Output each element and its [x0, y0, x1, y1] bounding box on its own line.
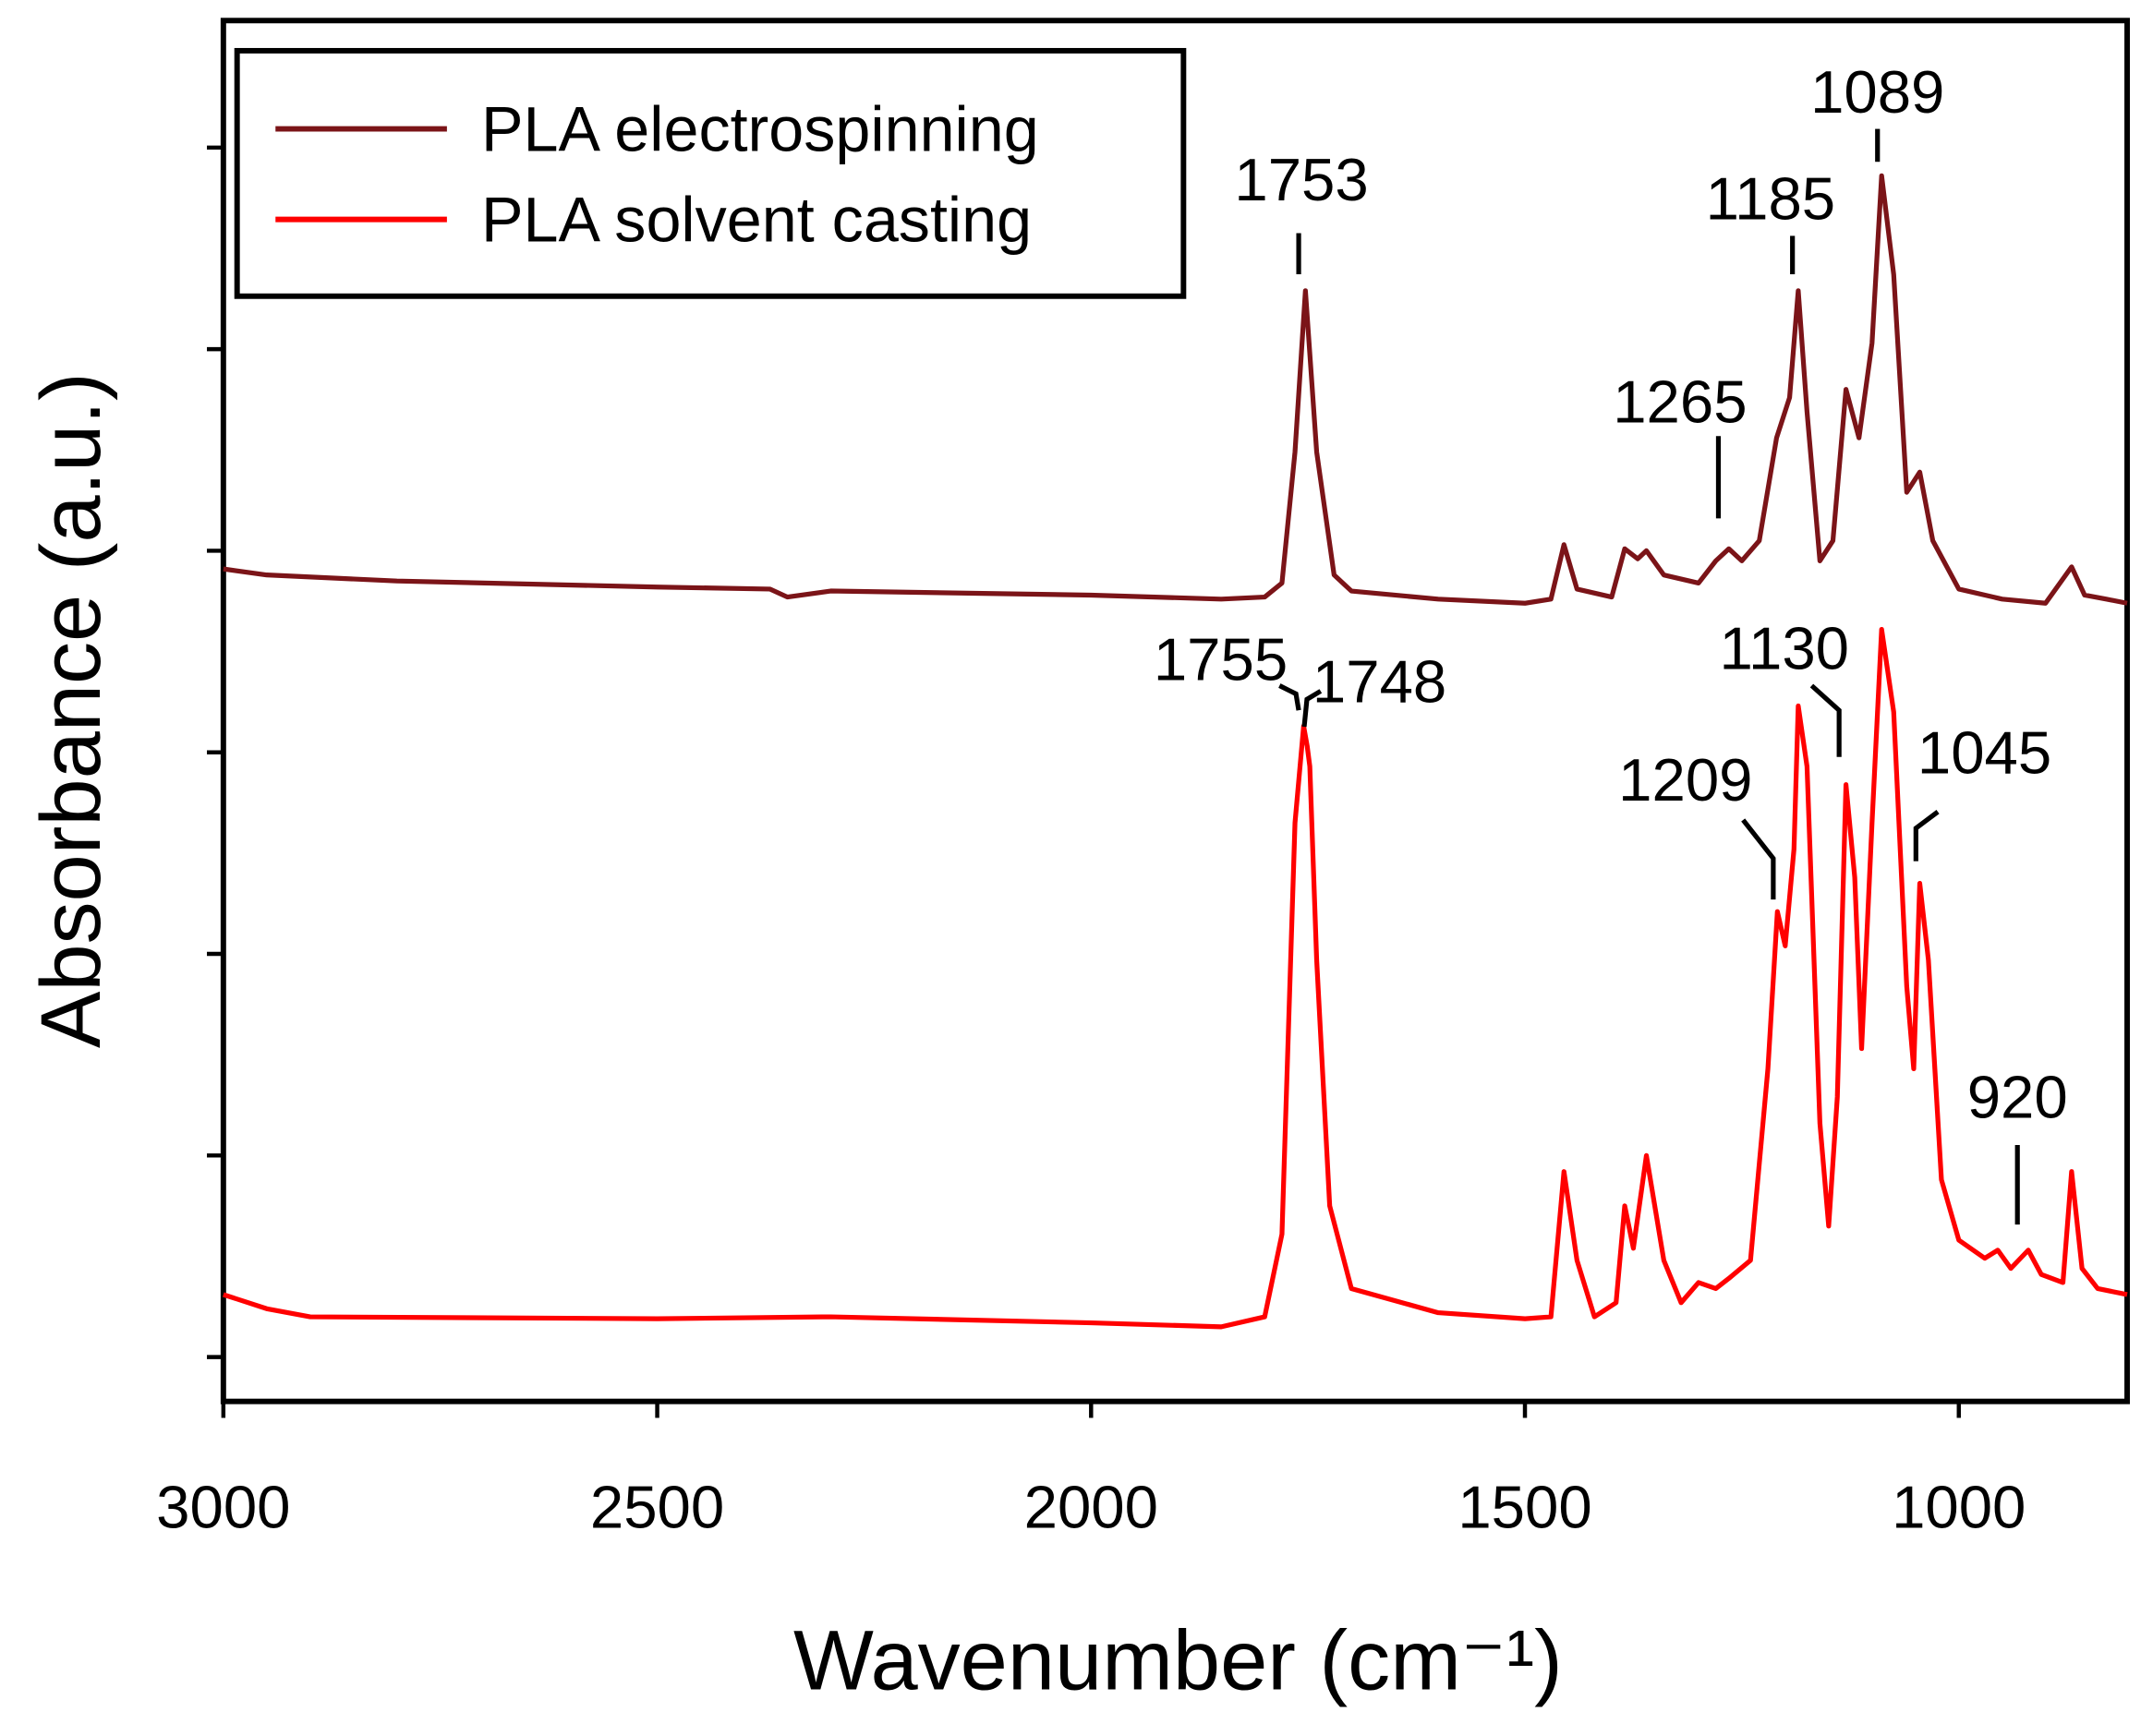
x-tick-label: 2000: [1024, 1473, 1158, 1540]
y-axis-label: Absorbance (a.u.): [23, 372, 118, 1048]
x-tick-label: 3000: [156, 1473, 290, 1540]
peak-label: 920: [1967, 1063, 2068, 1130]
peak-label: 1748: [1312, 647, 1446, 715]
peak-label: 1130: [1720, 615, 1849, 682]
legend-label: PLA electrospinning: [481, 94, 1039, 164]
peak-label: 1089: [1810, 58, 1944, 126]
legend-box: [234, 47, 1187, 299]
peak-leader: [1741, 818, 1776, 900]
peak-label: 1755: [1154, 626, 1288, 693]
peak-label: 1045: [1917, 719, 2051, 787]
peak-leader: [1913, 810, 1940, 862]
peak-label: 1185: [1706, 165, 1835, 233]
peak-leader: [1278, 683, 1301, 711]
spectrum-line: [223, 173, 2128, 606]
x-tick-label: 1500: [1458, 1473, 1591, 1540]
peak-label: 1753: [1234, 146, 1368, 213]
peak-leader: [1809, 683, 1842, 757]
peak-label: 1265: [1613, 368, 1747, 435]
legend-label: PLA solvent casting: [481, 185, 1032, 255]
x-axis-label: Wavenumber (cm⁻¹): [793, 1613, 1563, 1708]
x-tick-label: 1000: [1892, 1473, 2026, 1540]
x-tick-label: 2500: [590, 1473, 724, 1540]
plot-frame: [220, 18, 2130, 1404]
peak-leader: [1301, 689, 1323, 728]
spectrum-line: [223, 627, 2128, 1330]
peak-label: 1209: [1618, 746, 1752, 814]
